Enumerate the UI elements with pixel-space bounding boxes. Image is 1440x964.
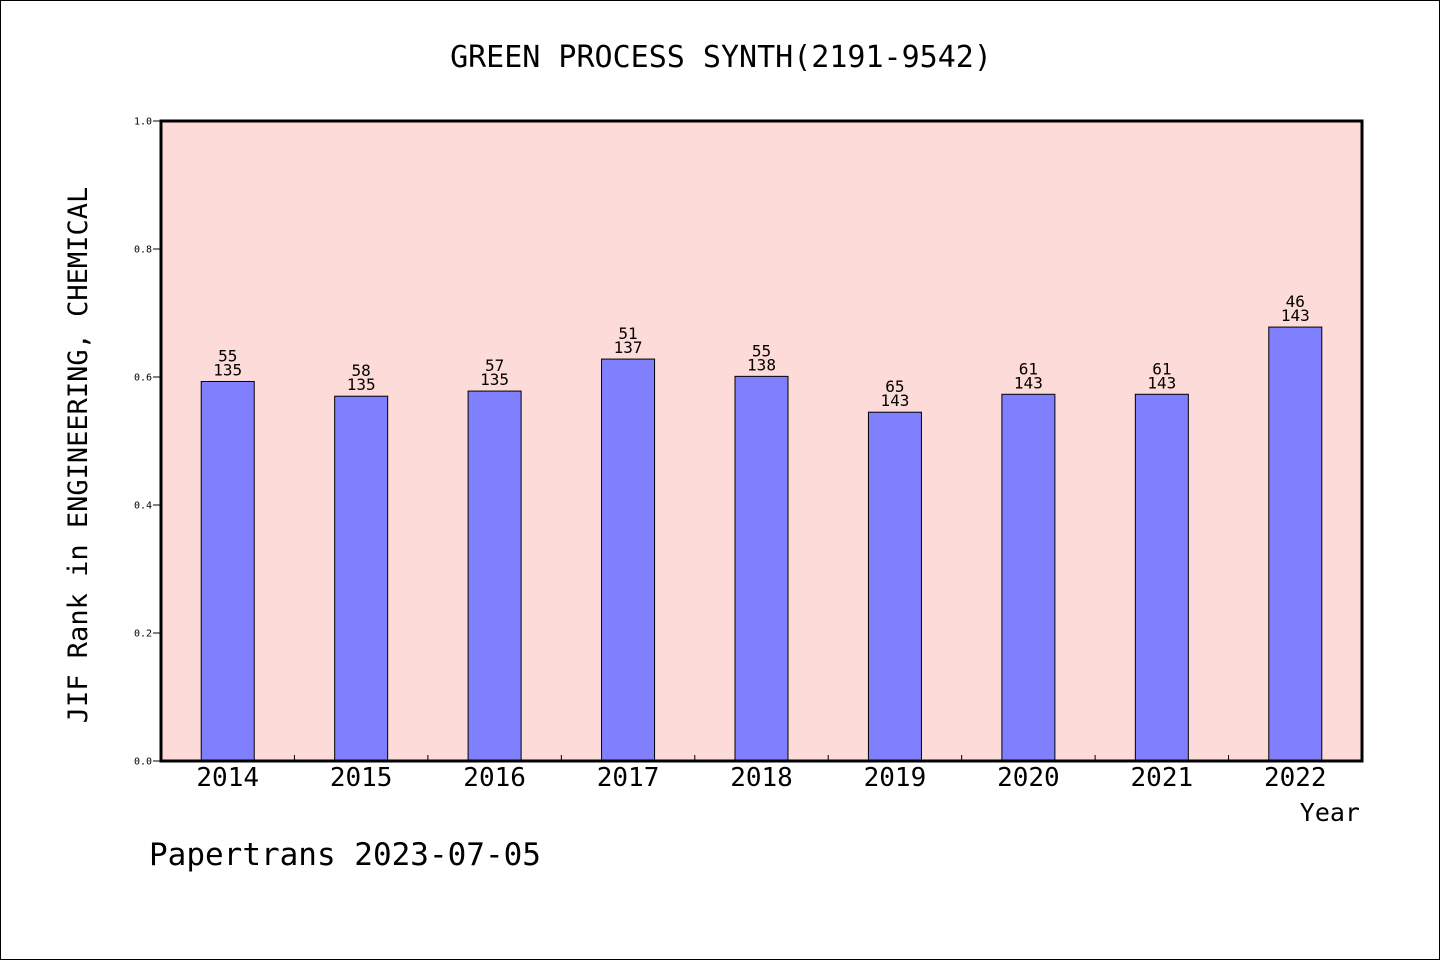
bar	[334, 395, 389, 762]
x-tick-label: 2015	[330, 763, 393, 793]
bar	[1268, 326, 1323, 762]
bar	[200, 380, 255, 762]
bar-total-label: 135	[480, 370, 509, 389]
x-tick-label: 2021	[1131, 763, 1194, 793]
y-tick-label: 0.8	[134, 245, 152, 256]
bar-rank-label: 51	[618, 324, 637, 343]
y-tick-label: 0.4	[134, 501, 152, 512]
y-tick-label: 0.6	[134, 373, 152, 384]
y-tick-label: 0.2	[134, 629, 152, 640]
bar-rank-label: 55	[218, 346, 237, 365]
x-tick-label: 2022	[1264, 763, 1327, 793]
x-tick-label: 2020	[997, 763, 1060, 793]
bar-rank-label: 55	[752, 341, 771, 360]
bar	[1001, 393, 1056, 762]
bar-total-label: 137	[614, 338, 643, 357]
x-tick-label: 2017	[597, 763, 660, 793]
bar-total-label: 143	[1281, 306, 1310, 325]
bar-rank-label: 61	[1152, 359, 1171, 378]
bar-total-label: 143	[1014, 373, 1043, 392]
bar	[1134, 393, 1189, 762]
bar	[467, 390, 522, 762]
bar-rank-label: 57	[485, 356, 504, 375]
bar-total-label: 143	[1147, 373, 1176, 392]
y-axis: 0.0 0.2 0.4 0.6 0.8 1.0	[134, 117, 161, 768]
x-tick-label: 2016	[463, 763, 526, 793]
chart-title: GREEN PROCESS SYNTH(2191-9542)	[450, 40, 992, 75]
bar-rank-label: 58	[352, 361, 371, 380]
footer-credit: Papertrans 2023-07-05	[149, 837, 541, 873]
bar-total-label: 135	[213, 360, 242, 379]
y-tick-label: 0.0	[134, 757, 152, 768]
x-tick-label: 2019	[864, 763, 927, 793]
bar	[601, 358, 656, 762]
bar	[734, 375, 789, 762]
x-tick-label: 2014	[196, 763, 259, 793]
bar-total-label: 135	[347, 375, 376, 394]
bar	[867, 411, 922, 762]
plot-border	[159, 119, 1364, 763]
bar-total-label: 143	[880, 391, 909, 410]
bar-rank-label: 61	[1019, 359, 1038, 378]
bar-rank-label: 65	[885, 377, 904, 396]
x-axis: 2014 2015 2016 2017 2018 2019 2020 2021 2022	[196, 755, 1327, 793]
bar-rank-label: 46	[1286, 292, 1305, 311]
x-tick-label: 2018	[730, 763, 793, 793]
y-axis-label: JIF Rank in ENGINEERING, CHEMICAL	[63, 187, 94, 723]
y-tick-label: 1.0	[134, 117, 152, 128]
bar-total-label: 138	[747, 355, 776, 374]
x-axis-label: Year	[1300, 798, 1360, 827]
